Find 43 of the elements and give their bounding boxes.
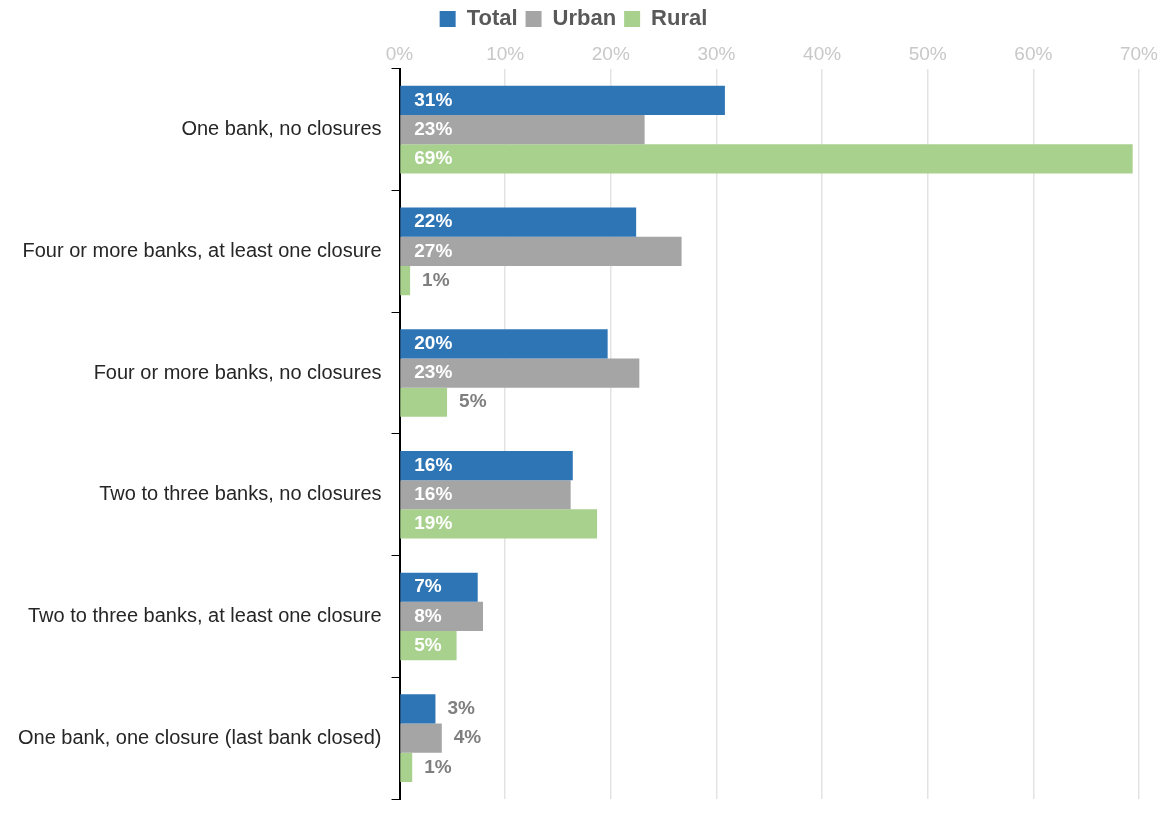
data-label: 20% bbox=[414, 332, 453, 354]
bar bbox=[400, 85, 725, 116]
data-label: 1% bbox=[422, 268, 450, 290]
data-label: 23% bbox=[414, 361, 453, 383]
bar bbox=[400, 509, 598, 539]
data-label: 5% bbox=[414, 633, 442, 655]
bar bbox=[400, 723, 442, 753]
bar bbox=[400, 387, 448, 417]
data-label: 16% bbox=[414, 453, 453, 475]
data-label: 4% bbox=[453, 726, 482, 748]
bar bbox=[400, 694, 436, 724]
legend-label: Rural bbox=[651, 5, 708, 31]
data-label: 19% bbox=[414, 512, 453, 534]
y-tick-label: Four or more banks, at least one closure bbox=[22, 238, 382, 261]
data-label: 27% bbox=[414, 239, 453, 261]
legend-label: Urban bbox=[552, 5, 617, 31]
data-label: 8% bbox=[414, 604, 442, 626]
data-label: 16% bbox=[414, 482, 453, 504]
legend-label: Total bbox=[466, 5, 518, 31]
data-label: 1% bbox=[424, 755, 452, 777]
bar bbox=[400, 572, 478, 602]
bar bbox=[400, 752, 413, 782]
data-label: 3% bbox=[447, 697, 476, 719]
y-tick-label: One bank, one closure (last bank closed) bbox=[17, 725, 382, 748]
bar bbox=[400, 265, 411, 296]
bar bbox=[400, 207, 637, 237]
bar bbox=[400, 450, 573, 481]
y-tick-label: Two to three banks, at least one closure bbox=[27, 603, 382, 626]
bar bbox=[400, 144, 1133, 174]
bar bbox=[400, 115, 645, 145]
bar bbox=[400, 480, 571, 510]
data-label: 22% bbox=[414, 210, 453, 232]
data-label: 5% bbox=[459, 390, 487, 412]
bar bbox=[400, 329, 608, 359]
data-label: 69% bbox=[414, 147, 453, 169]
data-label: 31% bbox=[414, 88, 453, 110]
bar bbox=[400, 358, 640, 388]
y-tick-label: Two to three banks, no closures bbox=[99, 482, 382, 505]
data-label: 7% bbox=[414, 575, 442, 597]
data-label: 23% bbox=[414, 117, 453, 139]
y-tick-label: Four or more banks, no closures bbox=[93, 360, 382, 383]
y-tick-label: One bank, no closures bbox=[181, 117, 382, 140]
bar bbox=[400, 236, 682, 266]
